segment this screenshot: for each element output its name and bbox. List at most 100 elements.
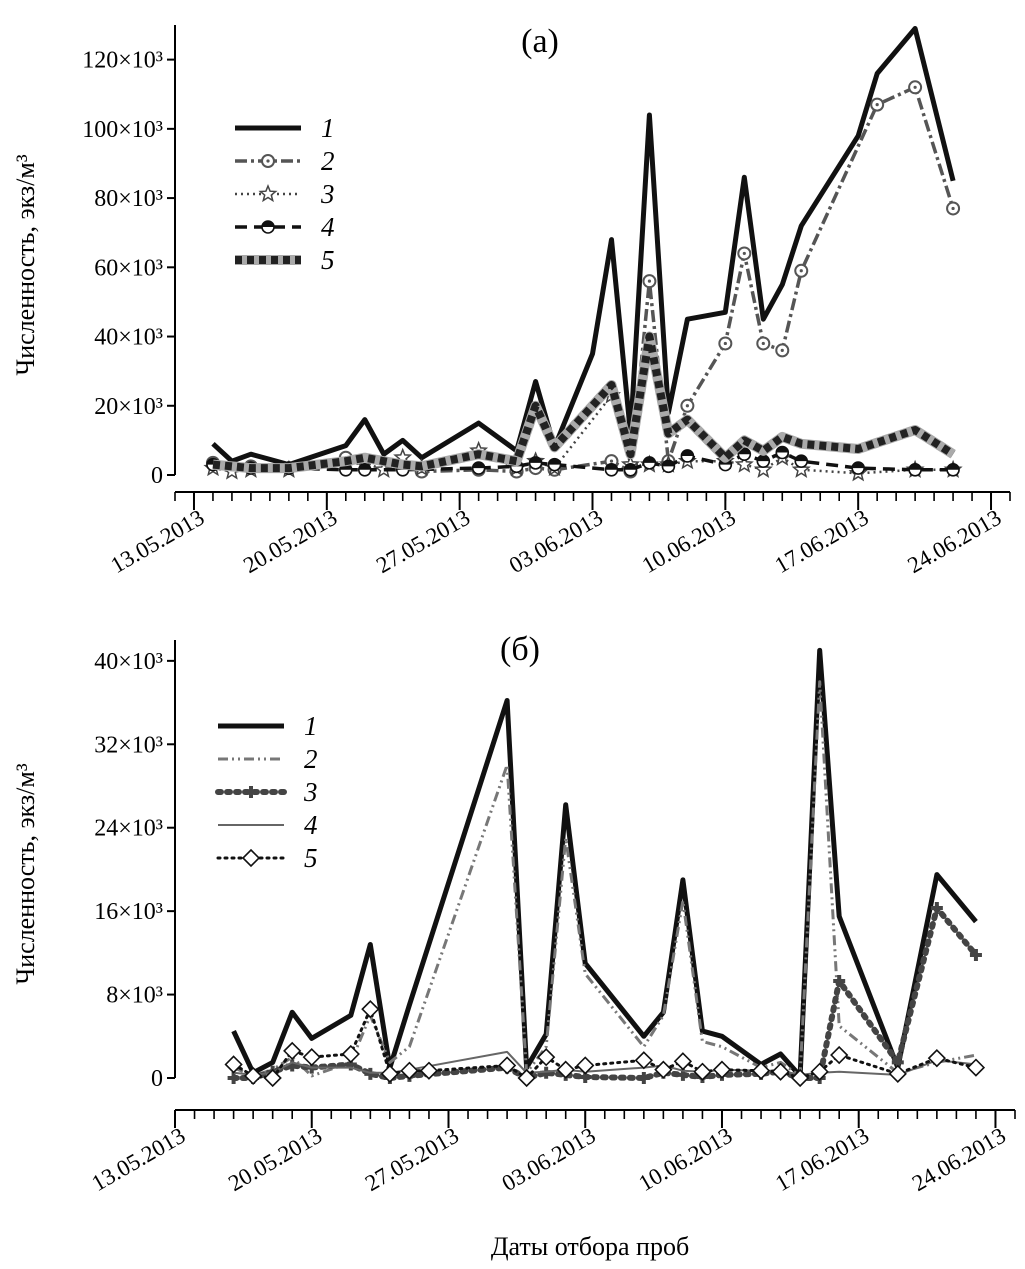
y-tick-label: 20×10³ [94, 394, 163, 420]
y-axis-label: Численность, экз/м³ [11, 154, 40, 375]
x-tick-label: 24.06.2013 [908, 1123, 1010, 1196]
legend-item-2: 2 [218, 744, 318, 774]
data-point [775, 445, 790, 460]
data-point [357, 463, 372, 477]
data-point [851, 461, 865, 475]
series-1 [211, 26, 956, 468]
data-point [791, 459, 811, 478]
y-tick-label: 0 [151, 463, 163, 489]
data-point [224, 1055, 243, 1074]
data-point [380, 1064, 400, 1083]
legend-item-5: 5 [235, 245, 335, 275]
data-point [908, 463, 922, 477]
legend-item-2: 2 [235, 146, 335, 176]
data-point [969, 948, 982, 961]
chart-title: (а) [521, 23, 559, 60]
series-1 [231, 647, 978, 1079]
legend-marker [241, 848, 261, 868]
data-point [263, 1068, 282, 1088]
legend-label: 5 [321, 245, 335, 275]
data-point [227, 1072, 240, 1084]
data-point [927, 1049, 946, 1068]
data-point [790, 1068, 810, 1088]
data-point [642, 274, 657, 289]
legend-item-5: 5 [216, 843, 318, 873]
legend-marker [261, 220, 275, 234]
series-line [232, 1007, 978, 1080]
series-line [212, 332, 956, 473]
data-point [673, 1052, 693, 1071]
series-line [212, 85, 955, 474]
data-point [637, 1072, 650, 1084]
y-tick-label: 80×10³ [94, 186, 163, 212]
x-tick-label: 17.06.2013 [771, 505, 873, 578]
chart-panel-b: 0 8×10³ 16×10³ 24×10³ 32×10³ 40×10³ Численност… [11, 631, 1016, 1196]
x-tick-label: 20.05.2013 [239, 505, 341, 578]
data-point [471, 461, 486, 475]
legend-label: 2 [321, 146, 335, 176]
data-point [771, 1062, 790, 1081]
legend-label: 1 [321, 113, 335, 143]
data-point [680, 449, 695, 463]
data-point [576, 1056, 595, 1075]
series-line-halo [212, 331, 956, 474]
series-line [233, 680, 977, 1078]
data-point [604, 463, 619, 477]
chart-title: (б) [500, 631, 540, 668]
series-line [211, 26, 956, 468]
y-tick-label: 100×10³ [82, 117, 163, 143]
data-point [946, 463, 960, 477]
series-2 [233, 680, 977, 1078]
legend-item-1: 1 [235, 113, 335, 143]
x-axis-title: Даты отбора проб [491, 1232, 689, 1261]
y-tick-label: 24×10³ [94, 816, 163, 842]
x-tick-label: 17.06.2013 [771, 1123, 873, 1196]
data-point [361, 1000, 380, 1019]
series-5 [224, 1000, 986, 1088]
data-point [693, 1062, 712, 1081]
data-point [753, 459, 773, 478]
legend-marker [261, 154, 275, 168]
legend-label: 3 [303, 777, 318, 807]
y-tick-label: 16×10³ [94, 899, 163, 925]
legend-label: 3 [320, 179, 335, 209]
data-point [528, 456, 543, 470]
y-tick-label: 60×10³ [94, 255, 163, 281]
data-point [794, 454, 809, 468]
x-tick-label: 20.05.2013 [224, 1123, 326, 1196]
legend-marker [245, 786, 257, 798]
data-point [244, 1066, 263, 1086]
legend-label: 2 [304, 744, 318, 774]
data-point [537, 1048, 556, 1067]
data-point [654, 1060, 673, 1079]
x-tick-label: 27.05.2013 [361, 1123, 463, 1196]
legend-marker [258, 183, 278, 203]
y-tick-label: 40×10³ [94, 325, 163, 351]
data-point [930, 902, 943, 915]
data-point [718, 336, 733, 351]
x-tick-label: 13.05.2013 [87, 1123, 189, 1196]
legend-label: 5 [304, 843, 318, 873]
legend-item-1: 1 [218, 711, 318, 741]
x-tick-label: 27.05.2013 [372, 505, 474, 578]
data-point [634, 1051, 653, 1070]
x-tick-label: 10.06.2013 [638, 505, 740, 578]
x-tick-label: 24.06.2013 [903, 505, 1005, 578]
y-tick-label: 8×10³ [106, 983, 163, 1009]
data-point [756, 454, 771, 468]
data-point [775, 343, 790, 358]
data-point [810, 1062, 829, 1081]
legend-item-4: 4 [235, 212, 335, 242]
data-point [497, 1056, 517, 1075]
series-line [231, 647, 978, 1079]
data-point [833, 975, 846, 988]
data-point [302, 1048, 321, 1067]
data-point [547, 457, 562, 472]
x-tick-label: 03.06.2013 [505, 505, 607, 578]
y-axis-label: Численность, экз/м³ [11, 763, 40, 984]
x-tick-label: 03.06.2013 [498, 1123, 600, 1196]
data-point [794, 263, 809, 278]
x-tick-label: 13.05.2013 [106, 505, 208, 578]
legend-item-4: 4 [218, 810, 318, 840]
